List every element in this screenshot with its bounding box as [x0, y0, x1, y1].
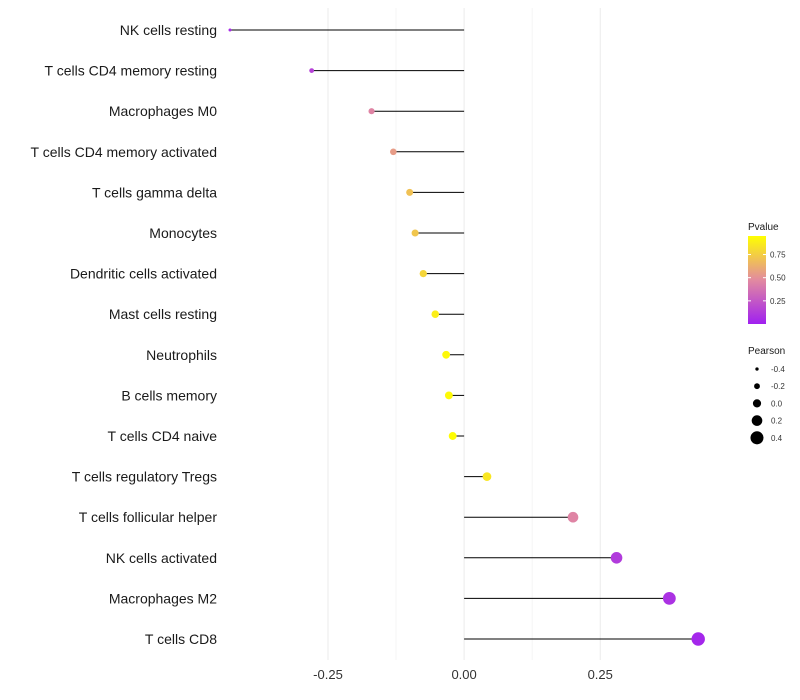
lollipop-point: [390, 148, 397, 156]
colorbar-tick-label: 0.25: [770, 297, 786, 306]
category-label: Macrophages M0: [109, 103, 217, 119]
size-legend-label: 0.0: [771, 399, 783, 408]
lollipop-point: [610, 552, 623, 564]
lollipop-point: [448, 432, 457, 440]
category-label: T cells CD4 memory resting: [45, 63, 217, 79]
size-legend-dot: [755, 367, 759, 371]
category-label: Dendritic cells activated: [70, 266, 217, 282]
size-legend-dot: [754, 383, 760, 390]
lollipop-point: [368, 108, 375, 115]
category-label: T cells CD4 naive: [108, 428, 218, 444]
size-legend-label: -0.2: [771, 382, 785, 391]
points: [228, 28, 705, 646]
size-legend-label: -0.4: [771, 365, 785, 374]
lollipop-point: [691, 632, 705, 646]
category-label: B cells memory: [121, 387, 217, 403]
lollipop-point: [431, 310, 440, 318]
x-tick-label: -0.25: [313, 667, 343, 682]
x-tick-label: 0.25: [588, 667, 613, 682]
pvalue-colorbar: [748, 236, 766, 324]
category-label: T cells regulatory Tregs: [72, 469, 217, 485]
category-label: Monocytes: [149, 225, 217, 241]
size-legend-title: Pearson: [748, 346, 785, 357]
lollipop-point: [444, 391, 453, 400]
size-legend-items: -0.4 -0.2 0.0 0.2 0.4: [750, 365, 785, 445]
lollipop-point: [309, 68, 315, 74]
category-label: T cells CD4 memory activated: [31, 144, 217, 160]
category-label: T cells follicular helper: [79, 509, 218, 525]
grid: [327, 8, 601, 660]
category-label: NK cells resting: [120, 22, 217, 38]
x-axis-ticks: -0.25 0.00 0.25: [313, 667, 613, 682]
color-legend-title: Pvalue: [748, 222, 779, 233]
lollipop-point: [567, 511, 579, 523]
category-label: Macrophages M2: [109, 590, 217, 606]
legend: Pvalue 0.25 0.50 0.75 Pearson -0.4 -0.2 0.0 0…: [748, 222, 786, 445]
size-legend-dot: [751, 415, 763, 426]
x-tick-label: 0.00: [451, 667, 476, 682]
lollipop-point: [406, 188, 414, 196]
lollipop-point: [228, 28, 232, 32]
category-labels: NK cells resting T cells CD4 memory resti…: [31, 22, 218, 647]
size-legend-label: 0.2: [771, 417, 783, 426]
colorbar-tick-label: 0.50: [770, 274, 786, 283]
category-label: T cells gamma delta: [92, 184, 217, 200]
category-label: NK cells activated: [106, 550, 217, 566]
size-legend-dot: [752, 399, 762, 408]
category-label: Neutrophils: [146, 347, 217, 363]
size-legend-label: 0.4: [771, 434, 783, 443]
lollipop-point: [442, 350, 451, 359]
lollipop-point: [411, 229, 419, 237]
lollipop-point: [662, 592, 676, 605]
category-label: T cells CD8: [145, 631, 217, 647]
lollipop-point: [482, 472, 492, 481]
size-legend-dot: [750, 431, 764, 445]
lollipop-point: [419, 269, 427, 278]
category-label: Mast cells resting: [109, 306, 217, 322]
colorbar-ticks: 0.25 0.50 0.75: [748, 251, 786, 306]
colorbar-tick-label: 0.75: [770, 251, 786, 260]
